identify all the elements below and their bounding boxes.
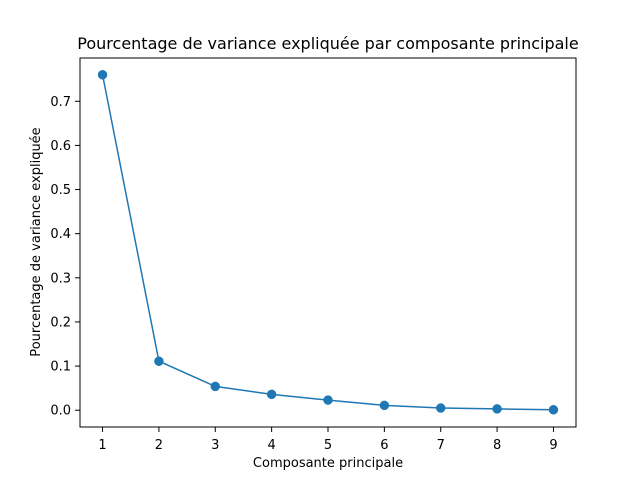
x-tick-label: 1 <box>98 438 106 453</box>
x-tick-label: 4 <box>267 438 275 453</box>
y-axis-ticks: 0.0 0.1 0.2 0.3 0.4 0.5 0.6 0.7 <box>50 95 80 419</box>
data-point <box>492 404 502 414</box>
y-tick-label: 0.0 <box>50 404 71 419</box>
x-axis-ticks: 1 2 3 4 5 6 7 8 9 <box>98 427 558 453</box>
x-tick-label: 9 <box>549 438 557 453</box>
y-tick-label: 0.1 <box>50 360 71 375</box>
series-line <box>101 74 554 411</box>
x-axis-label: Composante principale <box>253 456 403 471</box>
x-tick-label: 3 <box>211 438 219 453</box>
x-tick-label: 2 <box>155 438 163 453</box>
data-point <box>154 356 164 366</box>
x-tick-label: 7 <box>437 438 445 453</box>
data-point <box>97 70 108 80</box>
data-point <box>266 389 277 400</box>
y-tick-label: 0.5 <box>50 183 71 198</box>
data-point <box>379 400 390 411</box>
data-point <box>435 403 446 413</box>
y-tick-label: 0.4 <box>50 227 71 242</box>
plot-area-frame <box>79 57 577 428</box>
series-layer <box>97 70 559 415</box>
x-tick-label: 6 <box>380 438 388 453</box>
x-tick-label: 5 <box>324 438 332 453</box>
y-tick-label: 0.2 <box>50 315 71 330</box>
x-tick-label: 8 <box>493 438 501 453</box>
data-point <box>210 381 221 392</box>
y-tick-label: 0.3 <box>50 271 71 286</box>
data-point <box>323 395 333 405</box>
y-tick-label: 0.6 <box>50 139 71 154</box>
y-axis-label: Pourcentage de variance expliquée <box>29 127 44 356</box>
y-tick-label: 0.7 <box>50 95 71 110</box>
data-point <box>548 405 559 415</box>
chart-title: Pourcentage de variance expliquée par co… <box>77 34 578 53</box>
